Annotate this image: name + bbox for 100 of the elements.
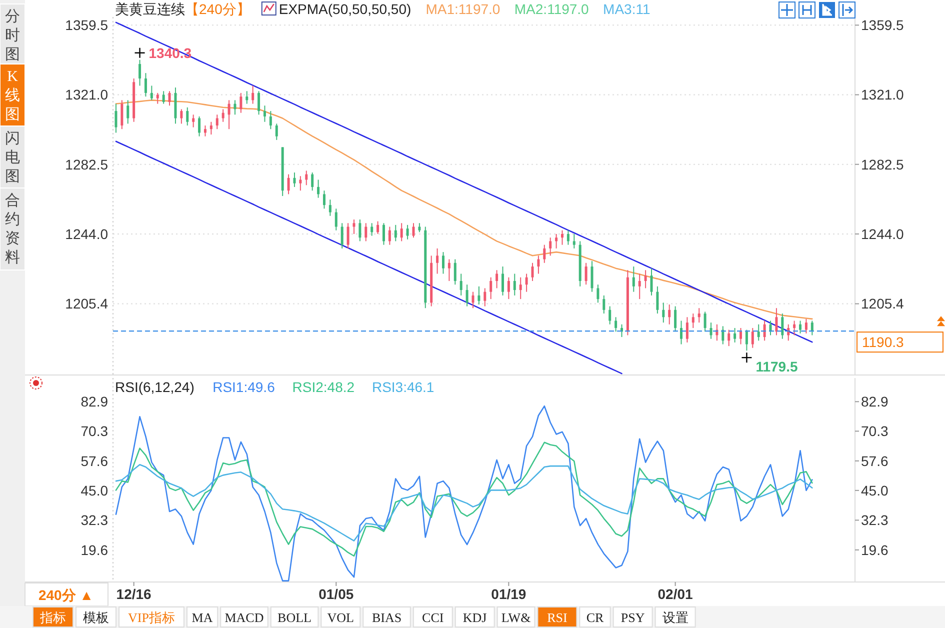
candlestick <box>358 219 362 242</box>
candlestick <box>216 114 218 130</box>
candlestick <box>114 103 118 134</box>
category-label: RSI <box>547 610 568 625</box>
candlestick <box>364 222 368 242</box>
y-tick-label: 1244.0 <box>65 226 108 242</box>
candlestick <box>584 262 588 286</box>
candlestick <box>388 226 391 246</box>
candlestick <box>763 320 766 342</box>
y-tick-label: 1321.0 <box>65 86 108 103</box>
ref-line-label: 1190.3 <box>862 334 904 350</box>
candlestick <box>513 273 516 296</box>
line-series <box>115 405 813 582</box>
y-tick-label: 19.6 <box>80 542 108 558</box>
candlestick <box>394 224 397 242</box>
candlestick <box>376 220 380 234</box>
candlestick <box>698 308 700 324</box>
text: RSI2:48.2 <box>292 379 355 395</box>
legend-title: RSI(6,12,24) <box>115 379 194 395</box>
x-tick-label: 01/19 <box>491 586 526 602</box>
candlestick <box>275 123 278 140</box>
category-label: BOLL <box>278 610 312 625</box>
candlestick <box>269 110 272 130</box>
candlestick <box>334 208 338 231</box>
candlestick <box>448 258 450 282</box>
candlestick <box>710 322 712 340</box>
candlestick <box>596 284 600 304</box>
candlestick <box>531 262 534 282</box>
candlestick <box>192 114 195 128</box>
candlestick <box>240 92 242 114</box>
candlestick <box>656 286 659 314</box>
candlestick <box>228 100 230 130</box>
candlestick <box>572 233 576 249</box>
y2-tick-label: 1321.0 <box>861 86 904 103</box>
candlestick <box>198 116 201 137</box>
candlestick <box>692 313 694 328</box>
candlestick <box>686 316 688 343</box>
candlestick <box>490 276 492 300</box>
candlestick <box>252 85 254 104</box>
text: K线图 <box>5 69 20 123</box>
category-label: CR <box>586 610 604 625</box>
category-label: VOL <box>327 610 354 625</box>
candlestick <box>644 270 647 289</box>
line-series <box>115 140 622 374</box>
candlestick <box>418 222 421 233</box>
candlestick <box>799 320 802 334</box>
category-label: VIP指标 <box>128 610 175 625</box>
y-tick-label: 45.0 <box>80 482 108 498</box>
candlestick <box>484 288 486 307</box>
candlestick <box>346 222 350 249</box>
category-label: 模板 <box>83 610 109 625</box>
y2-tick-label: 82.9 <box>861 394 888 410</box>
annotation: 1179.5 <box>756 358 798 375</box>
line-series <box>115 464 813 542</box>
candlestick <box>519 276 522 300</box>
candlestick <box>745 329 748 352</box>
candlestick <box>144 72 147 98</box>
y-tick-label: 32.3 <box>80 512 108 528</box>
candlestick <box>400 222 403 242</box>
candlestick <box>662 302 665 324</box>
candlestick <box>566 230 570 246</box>
category-label: MA <box>192 610 214 625</box>
line-series <box>115 442 813 557</box>
y-tick-label: 1205.4 <box>65 296 108 312</box>
text: MA1:1197.0 <box>426 1 500 17</box>
candlestick <box>543 244 546 264</box>
candlestick <box>478 286 480 305</box>
chart-subtitle: 【240分】 <box>185 1 250 17</box>
candlestick <box>466 284 468 307</box>
candlestick <box>674 306 677 332</box>
candlestick <box>126 100 130 124</box>
y-tick-label: 57.6 <box>80 452 108 469</box>
category-label: PSY <box>620 610 646 625</box>
text: 闪电图 <box>5 130 20 185</box>
y-tick-label: 70.3 <box>80 423 108 440</box>
text: 合约资料 <box>5 192 20 266</box>
candlestick <box>162 90 165 104</box>
x-tick-label: 01/05 <box>318 586 354 602</box>
candlestick <box>555 233 558 249</box>
x-tick-label: 02/01 <box>658 586 694 602</box>
y2-tick-label: 45.0 <box>861 482 888 498</box>
candlestick <box>180 108 183 124</box>
candlestick <box>549 237 552 256</box>
candlestick <box>614 316 618 332</box>
candlestick <box>757 324 760 342</box>
candlestick <box>328 199 332 216</box>
y2-tick-label: 32.3 <box>861 512 888 528</box>
candlestick <box>258 90 260 116</box>
candlestick <box>507 276 510 300</box>
candlestick <box>263 105 266 122</box>
y-tick-label: 1359.5 <box>65 17 108 34</box>
candlestick <box>775 308 778 336</box>
text: 分时图 <box>5 8 20 63</box>
category-label: 设置 <box>662 610 688 625</box>
y-tick-label: 82.9 <box>80 394 108 410</box>
candlestick <box>246 90 248 104</box>
candlestick <box>740 327 742 345</box>
candlestick <box>525 273 528 292</box>
candlestick <box>751 327 754 348</box>
candlestick <box>537 255 540 274</box>
